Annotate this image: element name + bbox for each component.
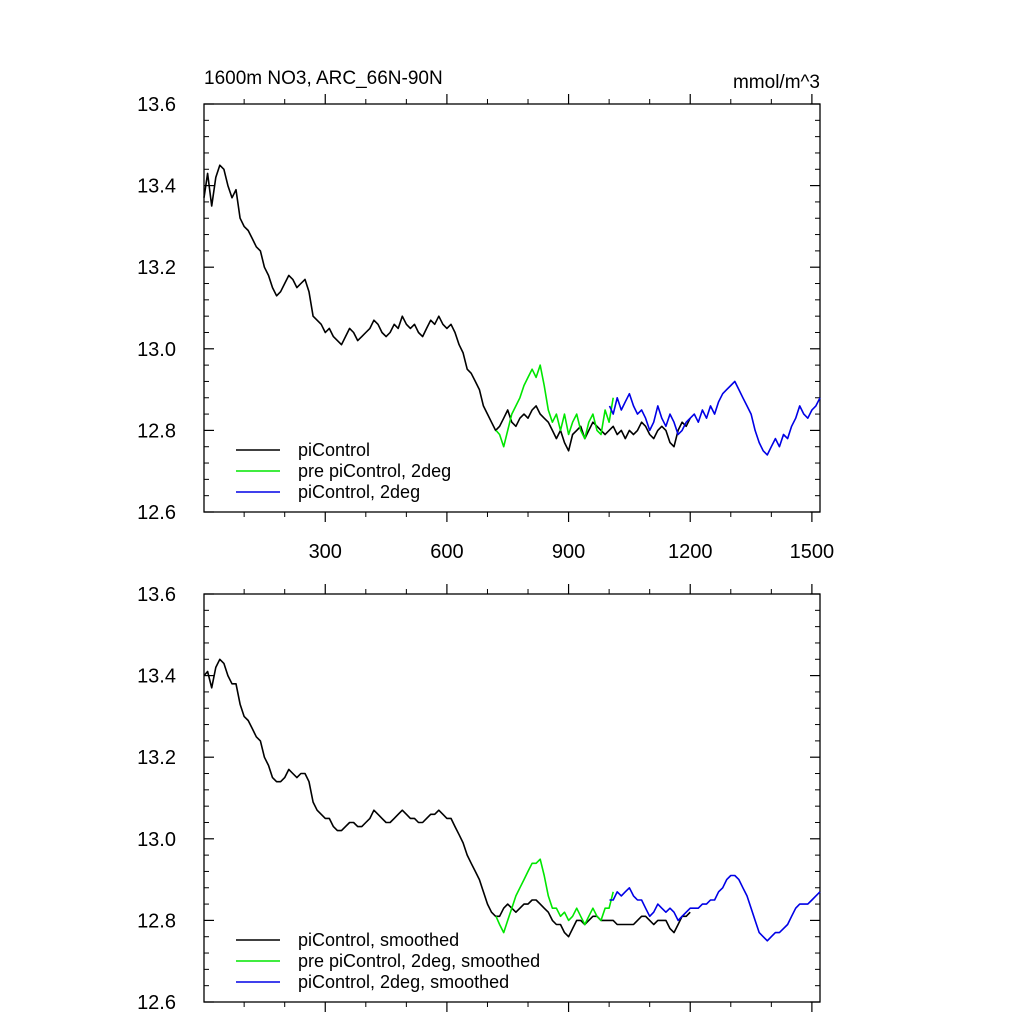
y-tick-label: 12.8 (137, 910, 176, 932)
y-tick-label: 13.2 (137, 257, 176, 279)
series-line-1 (495, 364, 614, 448)
y-tick-label: 13.2 (137, 747, 176, 769)
legend-label: pre piControl, 2deg, smoothed (298, 951, 540, 971)
legend-label: pre piControl, 2deg (298, 461, 451, 481)
series-line-0 (203, 658, 691, 938)
legend-label: piControl, 2deg, smoothed (298, 972, 509, 992)
panels: 12.6 12.8 13.0 13.2 13.4 13.6 300 600 900 1200 150… (137, 94, 834, 1014)
chart-panel-top: 12.6 12.8 13.0 13.2 13.4 13.6 300 600 900 1200 150… (137, 94, 834, 563)
y-tick-label: 13.0 (137, 339, 176, 361)
series-line-0 (203, 164, 691, 452)
legend-label: piControl, 2deg (298, 482, 420, 502)
y-tick-label: 13.6 (137, 584, 176, 606)
x-tick-label: 300 (309, 541, 342, 563)
plot-frame (203, 593, 821, 1003)
chart-panel-bottom: 12.6 12.8 13.0 13.2 13.4 13.6 piControl, smoot… (137, 584, 821, 1014)
series-line-2 (608, 380, 821, 456)
legend-label: piControl (298, 440, 370, 460)
units-label: mmol/m^3 (733, 72, 820, 93)
y-tick-label: 12.8 (137, 420, 176, 442)
x-tick-label: 900 (552, 541, 585, 563)
y-tick-label: 13.6 (137, 94, 176, 116)
y-tick-label: 13.0 (137, 829, 176, 851)
y-tick-label: 13.4 (137, 176, 176, 198)
series-line-1 (495, 858, 614, 934)
x-tick-label: 1500 (790, 541, 835, 563)
y-tick-label: 13.4 (137, 666, 176, 688)
legend-label: piControl, smoothed (298, 930, 459, 950)
chart-title: 1600m NO3, ARC_66N-90N (204, 68, 443, 89)
y-tick-label: 12.6 (137, 992, 176, 1014)
x-tick-label: 600 (430, 541, 463, 563)
series-line-2 (609, 874, 821, 942)
x-tick-label: 1200 (668, 541, 713, 563)
y-tick-label: 12.6 (137, 502, 176, 524)
plot-frame (203, 103, 821, 513)
